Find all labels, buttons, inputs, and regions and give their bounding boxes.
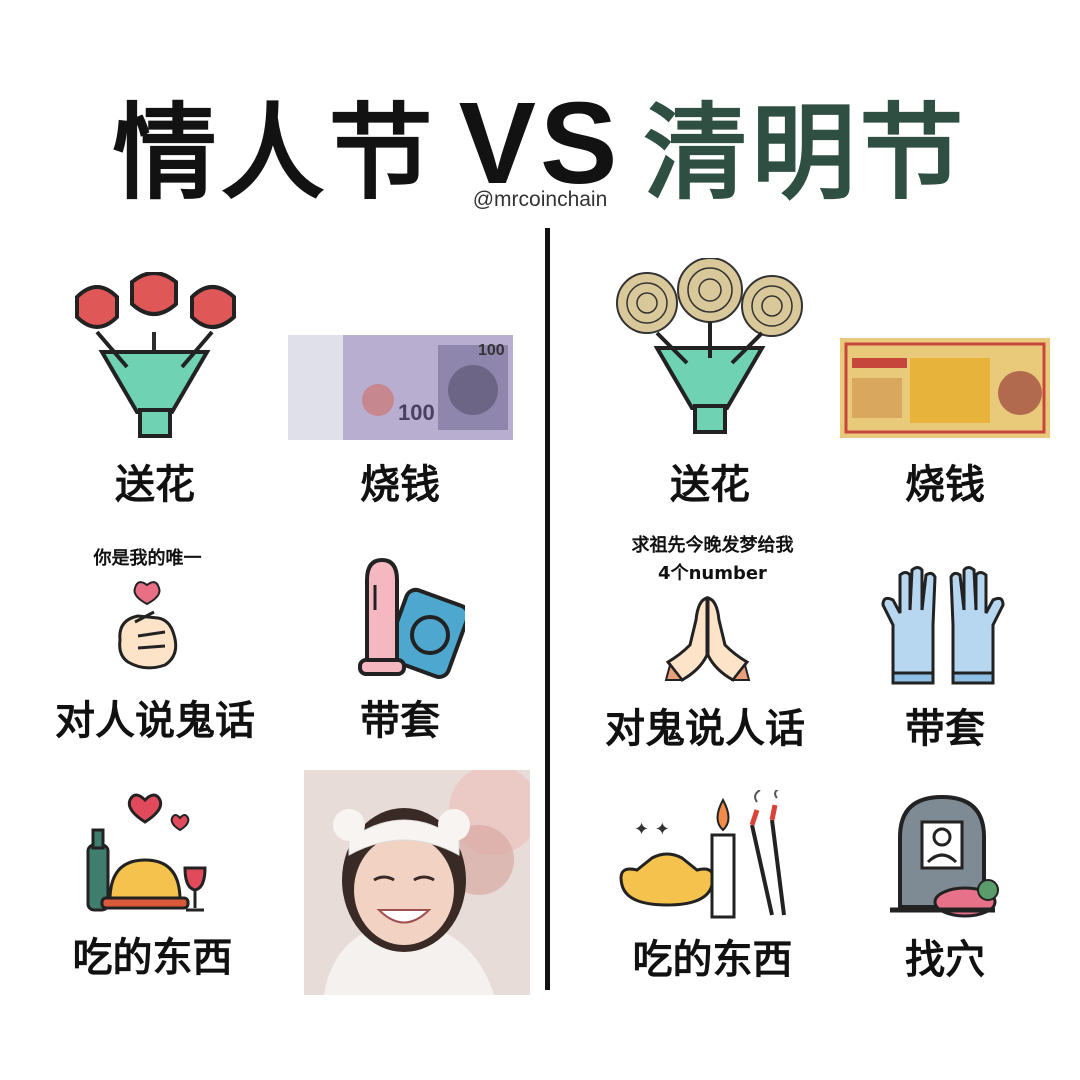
right-talk-label: 对鬼说人话	[605, 706, 805, 752]
left-flowers-label: 送花	[115, 462, 195, 508]
rose-bouquet-icon	[62, 272, 247, 442]
title-vs: VS	[458, 78, 622, 208]
finger-heart-icon	[110, 580, 185, 675]
title-qingming: 清明节	[643, 91, 968, 214]
ringgit-banknote-image: 100 100	[288, 335, 513, 440]
left-note: 你是我的唯一	[93, 548, 202, 569]
right-money-label: 烧钱	[905, 462, 985, 508]
right-eat-label: 吃的东西	[632, 937, 793, 983]
right-gloves-label: 带套	[905, 706, 985, 752]
condom-icon	[355, 555, 465, 680]
left-talk-label: 对人说鬼话	[55, 698, 255, 744]
banknote-top-value: 100	[478, 342, 505, 359]
page-title: 情人节 VS 清明节	[0, 78, 1080, 214]
hell-banknote-image	[840, 338, 1050, 438]
left-condom-label: 带套	[360, 698, 440, 744]
chrysanthemum-bouquet-icon	[612, 258, 807, 438]
svg-text:100: 100	[398, 400, 435, 425]
romantic-dinner-icon	[80, 790, 210, 920]
gloves-icon	[878, 565, 1008, 690]
title-valentines: 情人节	[112, 91, 437, 214]
offerings-icon: ✦ ✦	[612, 790, 802, 925]
praying-hands-icon	[660, 590, 755, 685]
author-handle: @mrcoinchain	[472, 188, 608, 211]
right-flowers-label: 送花	[670, 462, 750, 508]
grave-icon	[880, 792, 1005, 922]
center-divider	[545, 228, 550, 990]
svg-text:✦ ✦: ✦ ✦	[634, 819, 670, 840]
left-money-label: 烧钱	[360, 462, 440, 508]
right-note-line1: 求祖先今晚发梦给我	[631, 535, 794, 556]
right-note-line2: 4个number	[658, 563, 767, 584]
right-grave-label: 找穴	[905, 937, 985, 983]
left-eat-label: 吃的东西	[72, 935, 233, 981]
smiling-girl-photo	[304, 770, 530, 995]
